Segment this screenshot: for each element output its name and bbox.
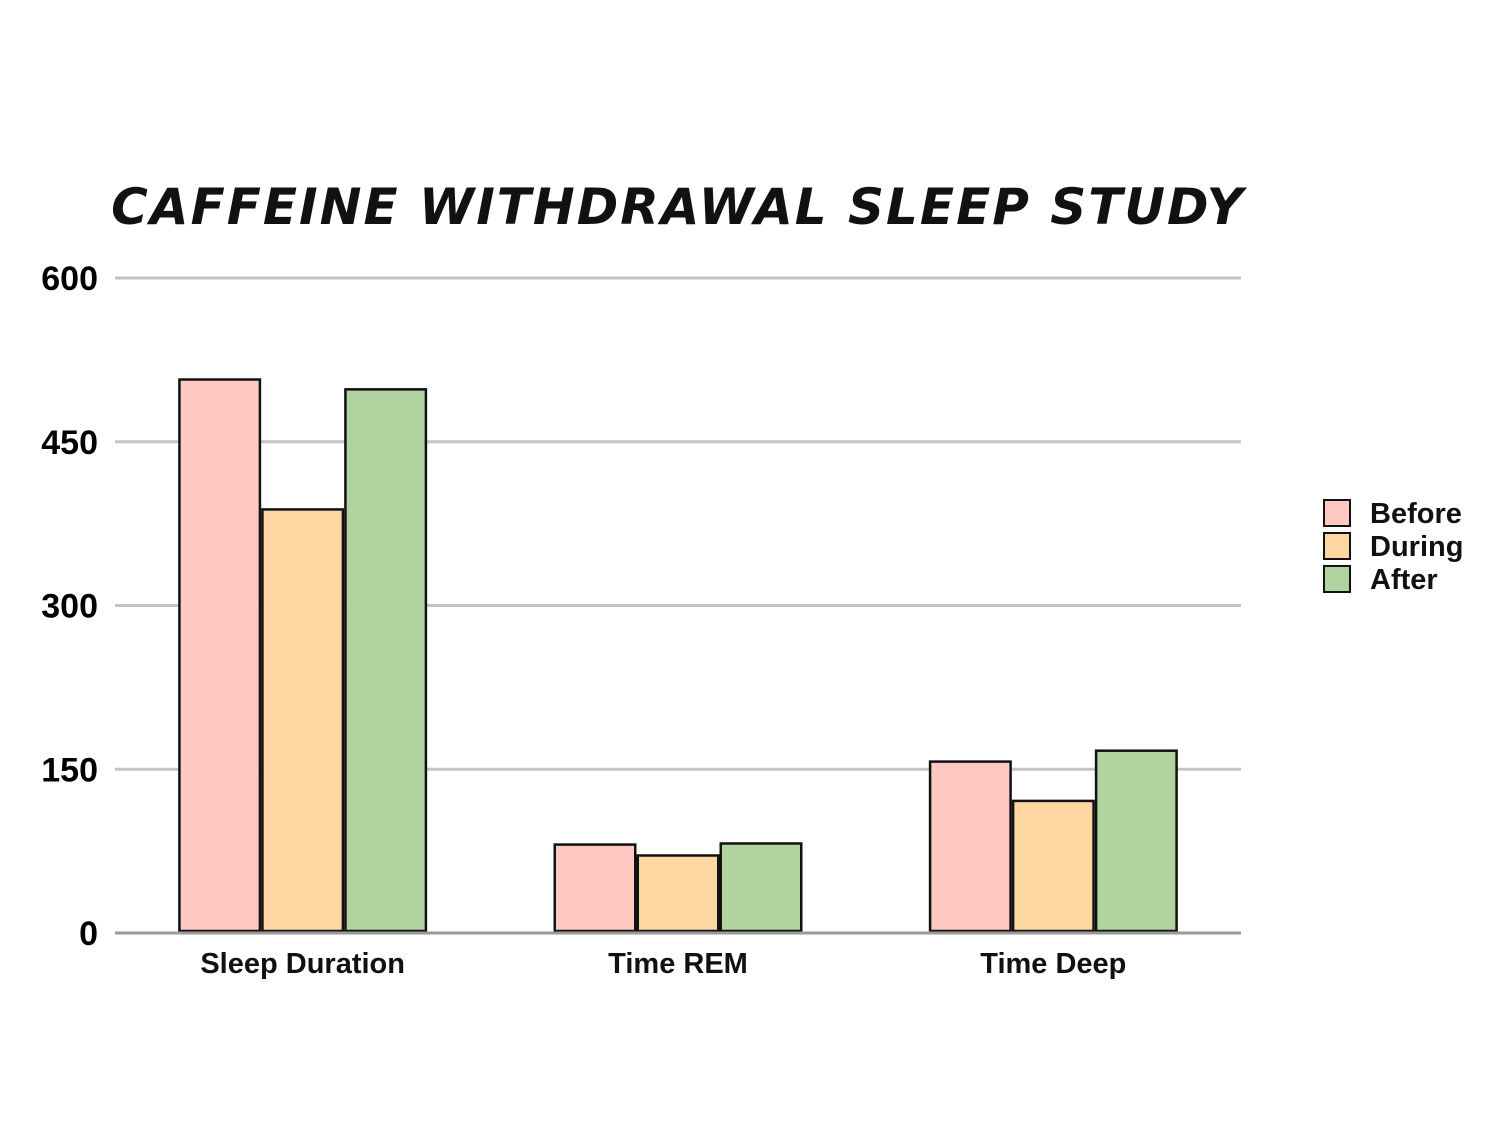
- x-category-label: Time REM: [608, 948, 748, 980]
- bar-after-sleep-duration: [344, 388, 428, 933]
- y-tick-label: 600: [41, 260, 98, 298]
- y-tick-label: 0: [79, 915, 98, 953]
- x-axis-labels: Sleep Duration Time REM Time Deep: [200, 948, 1126, 980]
- bar-during-time-deep: [1011, 799, 1095, 933]
- legend-label-before: Before: [1370, 498, 1462, 530]
- x-category-label: Time Deep: [980, 948, 1126, 980]
- legend-swatch-before: [1323, 499, 1351, 527]
- bar-after-time-deep: [1094, 749, 1178, 933]
- bar-before-time-rem: [553, 843, 637, 933]
- y-axis-ticks: 0 150 300 450 600: [41, 260, 98, 953]
- y-tick-label: 300: [41, 588, 98, 626]
- bar-after-time-rem: [719, 842, 803, 933]
- bar-before-sleep-duration: [178, 378, 262, 933]
- y-tick-label: 150: [41, 751, 98, 789]
- legend-label-after: After: [1370, 564, 1438, 596]
- bar-before-time-deep: [928, 760, 1012, 933]
- y-tick-label: 450: [41, 424, 98, 462]
- chart-title: CAFFEINE WITHDRAWAL SLEEP STUDY: [111, 178, 1247, 236]
- legend-swatch-during: [1323, 532, 1351, 560]
- bars: [178, 378, 1178, 933]
- bar-during-time-rem: [636, 854, 720, 933]
- legend-label-during: During: [1370, 531, 1463, 563]
- bar-during-sleep-duration: [261, 508, 345, 933]
- x-category-label: Sleep Duration: [200, 948, 405, 980]
- legend-swatch-after: [1323, 565, 1351, 593]
